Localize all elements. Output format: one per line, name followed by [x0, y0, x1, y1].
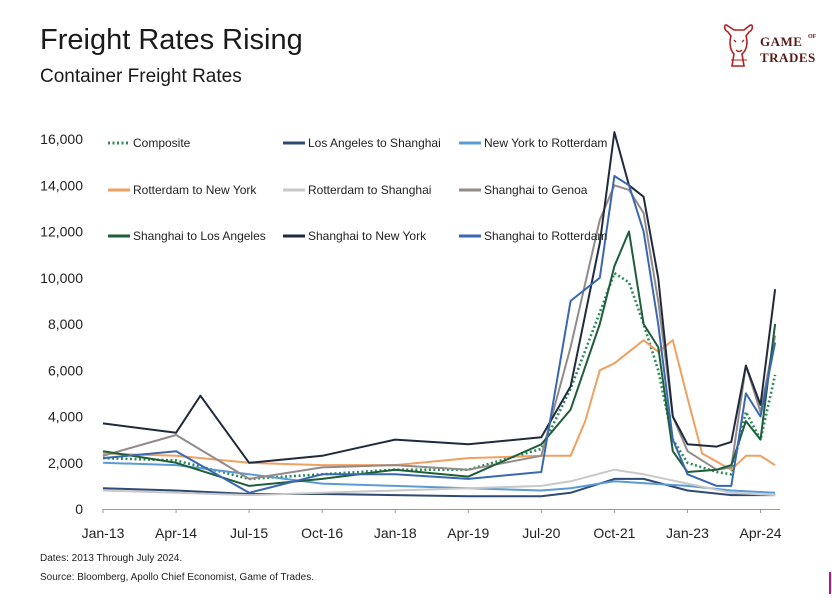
series-line — [102, 477, 776, 498]
chart-subtitle: Container Freight Rates — [40, 66, 242, 87]
y-tick-label: 0 — [75, 501, 83, 517]
brand-word-trades: TRADES — [760, 50, 816, 65]
legend-label: Los Angeles to Shanghai — [308, 136, 441, 150]
x-tick-label: Jan-18 — [374, 525, 417, 541]
y-tick-label: 14,000 — [40, 177, 83, 193]
brand-logo: GAME OF TRADES — [722, 20, 822, 78]
x-tick-label: Jul-15 — [230, 525, 268, 541]
series-line — [102, 339, 776, 471]
edge-marker — [829, 572, 831, 594]
legend-label: Shanghai to Los Angeles — [133, 229, 266, 243]
x-tick-label: Jan-23 — [666, 525, 709, 541]
y-tick-label: 10,000 — [40, 270, 83, 286]
bull-logo-icon — [723, 24, 754, 67]
y-tick-label: 16,000 — [40, 131, 83, 147]
y-tick-label: 2,000 — [48, 455, 83, 471]
source-footnote: Source: Bloomberg, Apollo Chief Economis… — [40, 572, 315, 583]
series-line — [102, 230, 777, 487]
brand-word-of: OF — [808, 34, 817, 40]
x-tick-label: Jul-20 — [522, 525, 560, 541]
x-tick-label: Oct-21 — [593, 525, 635, 541]
brand-word-game: GAME — [760, 34, 803, 49]
series-line — [102, 175, 777, 494]
x-tick-label: Oct-16 — [301, 525, 343, 541]
legend-label: Rotterdam to Shanghai — [308, 183, 431, 197]
x-tick-label: Jan-13 — [82, 525, 125, 541]
series-line — [102, 131, 777, 464]
legend-label: Shanghai to New York — [308, 229, 427, 243]
series-line — [102, 461, 776, 494]
x-tick-label: Apr-24 — [740, 525, 782, 541]
series-line — [102, 271, 777, 481]
y-tick-label: 12,000 — [40, 224, 83, 240]
series-line — [102, 184, 777, 480]
series-line — [102, 468, 776, 497]
x-tick-label: Apr-14 — [155, 525, 197, 541]
legend-label: Rotterdam to New York — [133, 183, 257, 197]
legend-label: Shanghai to Rotterdam — [484, 229, 607, 243]
chart-title: Freight Rates Rising — [40, 24, 303, 56]
legend-label: Composite — [133, 136, 191, 150]
x-tick-label: Apr-19 — [447, 525, 489, 541]
dates-footnote: Dates: 2013 Through July 2024. — [40, 553, 183, 564]
legend-label: New York to Rotterdam — [484, 136, 607, 150]
y-tick-label: 4,000 — [48, 409, 83, 425]
y-tick-label: 8,000 — [48, 316, 83, 332]
legend-label: Shanghai to Genoa — [484, 183, 588, 197]
y-tick-label: 6,000 — [48, 362, 83, 378]
freight-rate-line-chart: 0 2,000 4,000 6,000 8,000 10,000 12,000 14,000 1… — [40, 131, 782, 541]
